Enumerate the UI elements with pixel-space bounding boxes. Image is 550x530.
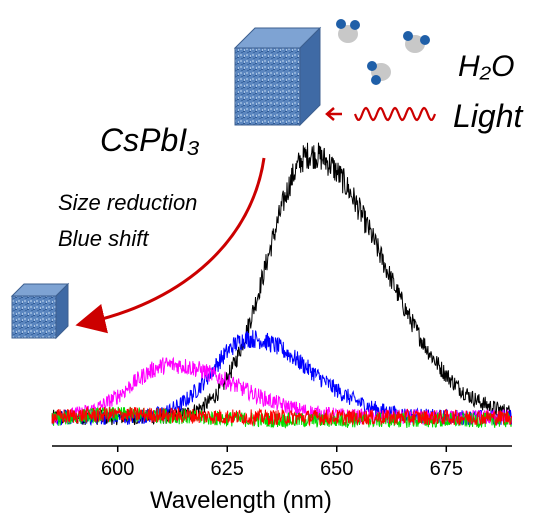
size-reduction-label: Size reduction bbox=[58, 190, 198, 215]
spectrum-line-1 bbox=[51, 142, 512, 426]
x-tick-label: 625 bbox=[211, 458, 244, 480]
water-molecule-icon bbox=[336, 19, 430, 85]
large-nanocrystal-cube-icon bbox=[233, 26, 322, 127]
compound-label: CsPbI₃ bbox=[100, 122, 200, 158]
x-tick-label: 600 bbox=[101, 458, 134, 480]
light-wave-icon bbox=[325, 106, 437, 122]
x-tick-label: 650 bbox=[320, 458, 353, 480]
spectra-series bbox=[51, 142, 512, 429]
spectrum-line-5 bbox=[51, 405, 512, 427]
small-nanocrystal-cube-icon bbox=[10, 282, 70, 340]
light-label: Light bbox=[453, 98, 523, 134]
x-tick-label: 675 bbox=[430, 458, 463, 480]
blue-shift-label: Blue shift bbox=[58, 226, 149, 251]
size-reduction-arrow-icon bbox=[75, 157, 266, 334]
x-axis-ticks: 600 625 650 675 bbox=[101, 446, 463, 480]
water-label: H₂O bbox=[458, 50, 515, 83]
x-axis-label: Wavelength (nm) bbox=[150, 487, 332, 514]
